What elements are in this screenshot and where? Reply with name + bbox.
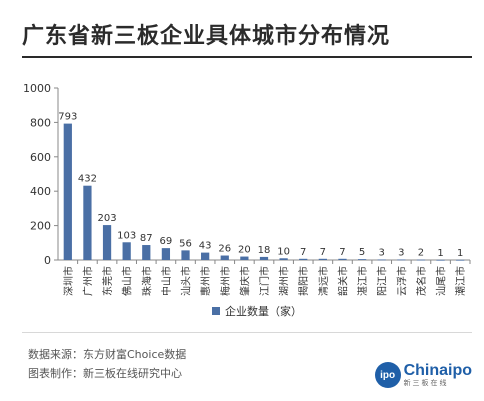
category-label: 肇庆市 — [238, 266, 251, 296]
legend-swatch — [212, 307, 220, 315]
category-label: 韶关市 — [336, 266, 349, 296]
data-label: 5 — [359, 247, 365, 258]
category-label: 汕头市 — [180, 266, 193, 296]
category-label: 江门市 — [258, 266, 271, 296]
data-label: 10 — [277, 246, 290, 257]
bar — [397, 259, 406, 261]
bar — [259, 256, 269, 260]
data-label: 56 — [179, 238, 192, 249]
category-label: 深圳市 — [62, 266, 75, 296]
bar — [142, 245, 151, 260]
category-label: 茂名市 — [415, 266, 428, 296]
category-label: 东莞市 — [101, 266, 114, 296]
bar — [201, 252, 210, 260]
data-label: 3 — [379, 247, 385, 258]
bar-chart: 02004006008001000793深圳市432广州市203东莞市103佛山… — [23, 82, 471, 318]
bar — [338, 258, 347, 260]
category-label: 湛江市 — [356, 266, 369, 296]
title-divider — [22, 56, 472, 58]
category-label: 珠海市 — [140, 266, 153, 296]
data-label: 793 — [58, 112, 77, 123]
bar — [63, 123, 72, 260]
bar — [456, 259, 465, 261]
data-label: 1 — [437, 248, 443, 259]
data-label: 1 — [457, 248, 463, 259]
category-label: 惠州市 — [199, 266, 212, 296]
data-label: 87 — [140, 233, 153, 244]
data-label: 2 — [418, 248, 424, 259]
data-label: 203 — [98, 213, 117, 224]
y-tick-label: 800 — [30, 116, 51, 129]
chart-title: 广东省新三板企业具体城市分布情况 — [22, 24, 391, 49]
data-label: 3 — [398, 247, 404, 258]
chart-credit-note: 图表制作：新三板在线研究中心 — [28, 367, 182, 380]
data-label: 432 — [78, 174, 97, 185]
category-label: 广州市 — [81, 266, 94, 296]
legend-label: 企业数量（家） — [225, 304, 302, 318]
data-label: 7 — [320, 247, 326, 258]
bar — [220, 255, 229, 260]
y-tick-label: 400 — [30, 185, 51, 198]
bar — [240, 256, 249, 260]
bar — [102, 225, 112, 260]
data-label: 69 — [160, 236, 173, 247]
y-tick-label: 1000 — [23, 82, 51, 95]
bar — [83, 185, 92, 260]
data-label: 7 — [339, 247, 345, 258]
category-label: 中山市 — [160, 266, 173, 296]
data-source-note: 数据来源：东方财富Choice数据 — [28, 348, 187, 361]
category-label: 佛山市 — [121, 266, 134, 296]
y-tick-label: 600 — [30, 151, 51, 164]
category-label: 梅州市 — [219, 266, 232, 296]
bar — [181, 250, 190, 260]
y-tick-label: 0 — [44, 254, 51, 267]
category-label: 阳江市 — [376, 266, 389, 296]
bar — [416, 259, 426, 261]
chinaipo-logo: ipo Chinaipo 新三板在线 — [374, 362, 472, 388]
bar — [122, 242, 131, 260]
bar — [161, 248, 171, 260]
category-label: 湖州市 — [278, 266, 291, 296]
bar — [436, 259, 445, 261]
y-tick-label: 200 — [30, 220, 51, 233]
category-label: 云浮市 — [395, 266, 408, 296]
data-label: 20 — [238, 245, 251, 256]
logo-mark: ipo — [374, 362, 401, 388]
logo-name: Chinaipo — [403, 362, 472, 379]
category-label: 潮江市 — [454, 266, 467, 296]
bar — [279, 258, 288, 260]
data-label: 18 — [258, 245, 271, 256]
data-label: 43 — [199, 241, 212, 252]
bar — [377, 259, 386, 261]
data-label: 7 — [300, 247, 306, 258]
category-label: 清远市 — [317, 266, 330, 296]
bar — [357, 259, 367, 260]
category-label: 揭阳市 — [297, 266, 310, 296]
logo-subtitle: 新三板在线 — [403, 379, 449, 387]
data-label: 26 — [218, 244, 231, 255]
category-label: 汕尾市 — [435, 266, 448, 296]
bar — [318, 258, 327, 260]
data-label: 103 — [117, 230, 136, 241]
footer-divider — [22, 332, 472, 333]
bar — [299, 258, 308, 260]
